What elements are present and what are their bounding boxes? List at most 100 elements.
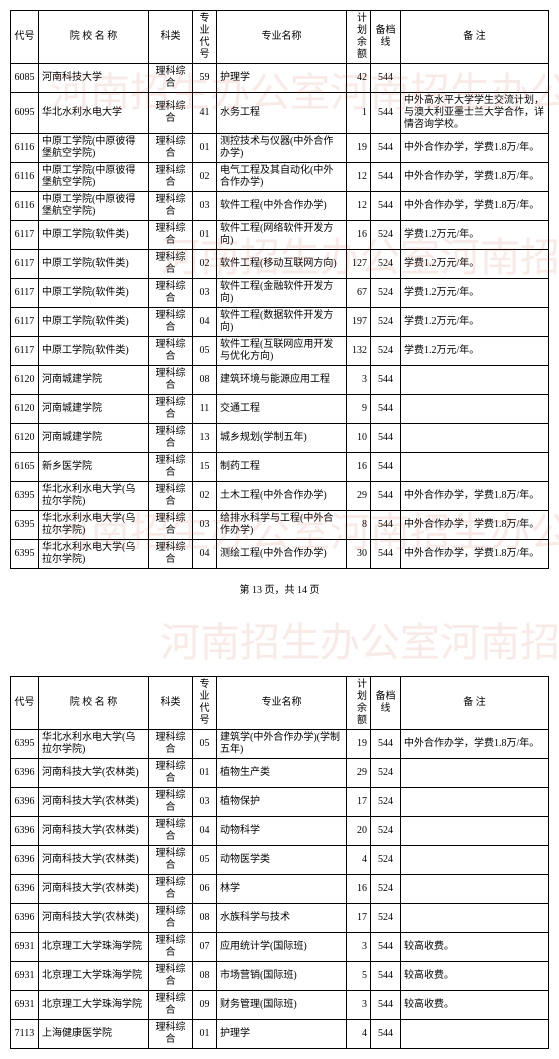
table-row: 6117中原工学院(软件类)理科综合05软件工程(互联网应用开发与优化方向)13… xyxy=(11,337,549,366)
cell-major: 59 xyxy=(193,64,217,93)
table-row: 6396河南科技大学(农林类)理科综合01植物生产类29524 xyxy=(11,759,549,788)
cell-plan: 19 xyxy=(347,134,371,163)
cell-code: 6095 xyxy=(11,93,39,134)
cell-note xyxy=(401,1020,549,1049)
cell-note: 学费1.2万元/年。 xyxy=(401,308,549,337)
cell-school: 华北水利水电大学(乌拉尔学院) xyxy=(39,482,149,511)
table-row: 6117中原工学院(软件类)理科综合03软件工程(金融软件开发方向)67524学… xyxy=(11,279,549,308)
cell-plan: 16 xyxy=(347,875,371,904)
table-row: 6396河南科技大学(农林类)理科综合05动物医学类4524 xyxy=(11,846,549,875)
cell-mname: 市场营销(国际班) xyxy=(217,962,347,991)
column-header: 院 校 名 称 xyxy=(39,677,149,730)
cell-mname: 水族科学与技术 xyxy=(217,904,347,933)
cell-note: 中外合作办学，学费1.8万/年。 xyxy=(401,482,549,511)
cell-code: 6117 xyxy=(11,279,39,308)
cell-note: 学费1.2万元/年。 xyxy=(401,337,549,366)
cell-mname: 水务工程 xyxy=(217,93,347,134)
table-row: 6396河南科技大学(农林类)理科综合03植物保护17524 xyxy=(11,788,549,817)
cell-major: 08 xyxy=(193,904,217,933)
cell-cat: 理科综合 xyxy=(149,64,193,93)
cell-school: 新乡医学院 xyxy=(39,453,149,482)
cell-mname: 软件工程(金融软件开发方向) xyxy=(217,279,347,308)
table-row: 6116中原工学院(中原彼得堡航空学院)理科综合01测控技术与仪器(中外合作办学… xyxy=(11,134,549,163)
cell-plan: 3 xyxy=(347,933,371,962)
cell-cat: 理科综合 xyxy=(149,221,193,250)
cell-school: 上海健康医学院 xyxy=(39,1020,149,1049)
cell-note: 中外合作办学，学费1.8万/年。 xyxy=(401,540,549,569)
cell-note xyxy=(401,366,549,395)
cell-line: 544 xyxy=(371,424,401,453)
cell-plan: 8 xyxy=(347,511,371,540)
cell-school: 中原工学院(软件类) xyxy=(39,250,149,279)
cell-plan: 4 xyxy=(347,1020,371,1049)
cell-major: 01 xyxy=(193,759,217,788)
column-header: 备 注 xyxy=(401,11,549,64)
cell-note: 中外高水平大学学生交流计划，与澳大利亚墨士兰大学合作，详情咨询学校。 xyxy=(401,93,549,134)
table-row: 6396河南科技大学(农林类)理科综合08水族科学与技术17524 xyxy=(11,904,549,933)
cell-school: 华北水利水电大学 xyxy=(39,93,149,134)
cell-code: 6931 xyxy=(11,933,39,962)
cell-line: 524 xyxy=(371,788,401,817)
table-row: 7113上海健康医学院理科综合01护理学4544 xyxy=(11,1020,549,1049)
cell-major: 02 xyxy=(193,163,217,192)
cell-line: 544 xyxy=(371,366,401,395)
cell-school: 华北水利水电大学(乌拉尔学院) xyxy=(39,540,149,569)
cell-major: 03 xyxy=(193,511,217,540)
column-header: 专业名称 xyxy=(217,11,347,64)
cell-cat: 理科综合 xyxy=(149,1020,193,1049)
cell-code: 6931 xyxy=(11,962,39,991)
cell-major: 02 xyxy=(193,482,217,511)
table-row: 6120河南城建学院理科综合08建筑环境与能源应用工程3544 xyxy=(11,366,549,395)
cell-cat: 理科综合 xyxy=(149,788,193,817)
cell-note xyxy=(401,759,549,788)
cell-cat: 理科综合 xyxy=(149,366,193,395)
cell-code: 6117 xyxy=(11,221,39,250)
cell-plan: 67 xyxy=(347,279,371,308)
cell-line: 544 xyxy=(371,482,401,511)
cell-code: 6116 xyxy=(11,192,39,221)
cell-major: 05 xyxy=(193,337,217,366)
cell-cat: 理科综合 xyxy=(149,759,193,788)
cell-code: 6120 xyxy=(11,395,39,424)
cell-major: 09 xyxy=(193,991,217,1020)
cell-plan: 3 xyxy=(347,991,371,1020)
cell-mname: 应用统计学(国际班) xyxy=(217,933,347,962)
cell-mname: 植物保护 xyxy=(217,788,347,817)
cell-line: 544 xyxy=(371,395,401,424)
cell-note: 较高收费。 xyxy=(401,933,549,962)
cell-code: 6117 xyxy=(11,250,39,279)
cell-mname: 软件工程(数据软件开发方向) xyxy=(217,308,347,337)
cell-note: 学费1.2万元/年。 xyxy=(401,221,549,250)
cell-line: 544 xyxy=(371,453,401,482)
cell-note: 中外合作办学，学费1.8万/年。 xyxy=(401,730,549,759)
cell-mname: 软件工程(中外合作办学) xyxy=(217,192,347,221)
cell-cat: 理科综合 xyxy=(149,453,193,482)
cell-line: 524 xyxy=(371,846,401,875)
cell-plan: 29 xyxy=(347,482,371,511)
cell-plan: 10 xyxy=(347,424,371,453)
cell-plan: 30 xyxy=(347,540,371,569)
cell-cat: 理科综合 xyxy=(149,279,193,308)
cell-note xyxy=(401,788,549,817)
cell-cat: 理科综合 xyxy=(149,933,193,962)
cell-school: 河南城建学院 xyxy=(39,395,149,424)
table-row: 6117中原工学院(软件类)理科综合02软件工程(移动互联网方向)127524学… xyxy=(11,250,549,279)
cell-plan: 197 xyxy=(347,308,371,337)
cell-note: 中外合作办学，学费1.8万/年。 xyxy=(401,192,549,221)
cell-line: 524 xyxy=(371,279,401,308)
cell-school: 中原工学院(软件类) xyxy=(39,308,149,337)
column-header: 专业名称 xyxy=(217,677,347,730)
cell-school: 华北水利水电大学(乌拉尔学院) xyxy=(39,511,149,540)
cell-cat: 理科综合 xyxy=(149,250,193,279)
cell-code: 6117 xyxy=(11,337,39,366)
cell-school: 中原工学院(中原彼得堡航空学院) xyxy=(39,192,149,221)
cell-plan: 132 xyxy=(347,337,371,366)
cell-major: 04 xyxy=(193,540,217,569)
cell-line: 524 xyxy=(371,759,401,788)
cell-plan: 5 xyxy=(347,962,371,991)
table-row: 6396河南科技大学(农林类)理科综合04动物科学20524 xyxy=(11,817,549,846)
cell-line: 524 xyxy=(371,250,401,279)
cell-major: 05 xyxy=(193,730,217,759)
cell-code: 6395 xyxy=(11,482,39,511)
table-row: 6395华北水利水电大学(乌拉尔学院)理科综合05建筑学(中外合作办学)(学制五… xyxy=(11,730,549,759)
